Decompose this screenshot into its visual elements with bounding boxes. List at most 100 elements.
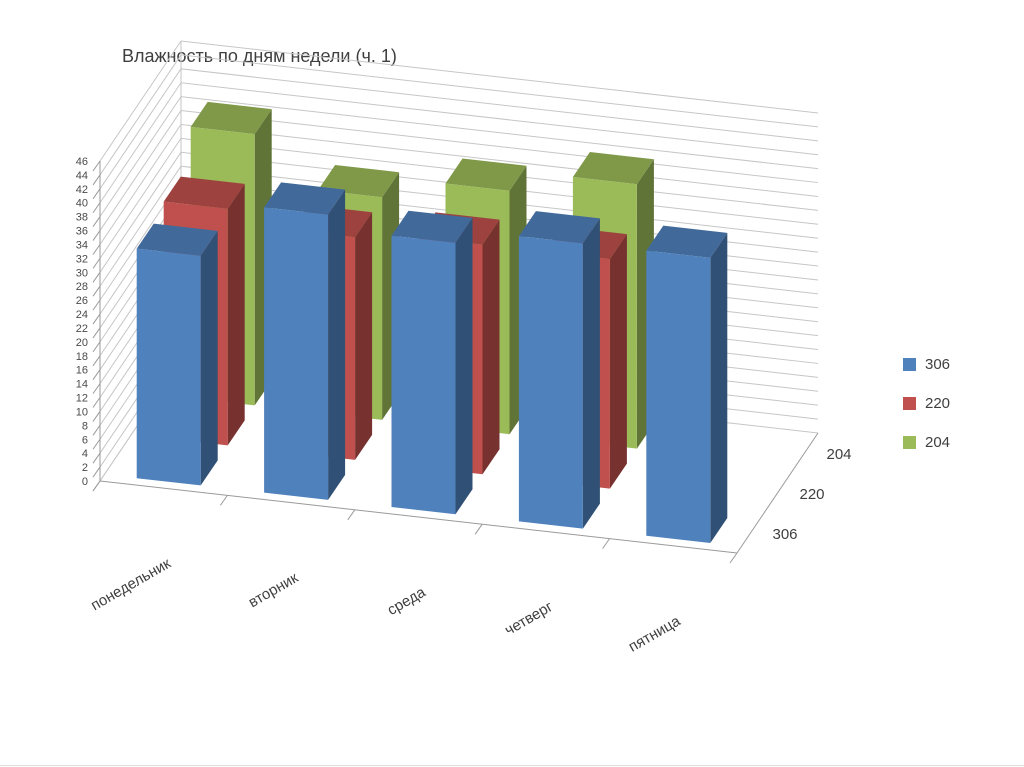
value-axis-label: 22 — [76, 323, 88, 335]
chart-title: Влажность по дням недели (ч. 1) — [122, 46, 397, 66]
value-axis-tick — [92, 299, 101, 311]
value-axis-tick — [92, 383, 101, 394]
bar-top-face — [518, 211, 600, 244]
legend-swatch — [903, 358, 916, 371]
legend-label: 204 — [925, 434, 951, 451]
legend-label: 220 — [925, 395, 951, 412]
category-axis-tick — [602, 538, 611, 549]
legend-label: 306 — [925, 356, 951, 373]
value-axis-label: 40 — [76, 198, 88, 210]
value-axis-label: 10 — [76, 406, 88, 418]
value-axis-tick — [92, 272, 101, 283]
value-axis-label: 42 — [76, 184, 88, 196]
category-label: пятница — [626, 612, 684, 655]
bar-front-face — [136, 248, 201, 486]
bar-front-face — [518, 236, 583, 529]
value-axis-tick — [92, 341, 101, 353]
chart-legend: 306 220 204 — [903, 356, 950, 451]
value-axis-label: 46 — [76, 156, 88, 168]
depth-axis-label: 306 — [773, 526, 798, 543]
value-axis-tick — [92, 438, 101, 450]
legend-swatch — [903, 436, 916, 449]
value-axis-label: 6 — [82, 434, 88, 446]
category-axis-tick — [219, 495, 228, 506]
value-axis-tick — [92, 230, 101, 241]
value-axis-label: 34 — [76, 239, 88, 251]
category-label: среда — [385, 583, 430, 619]
bar-side-face — [455, 217, 473, 515]
category-axis-tick — [347, 509, 356, 521]
value-axis-label: 12 — [76, 393, 88, 405]
bar-side-face — [582, 218, 600, 529]
bar-top-face — [264, 182, 346, 215]
value-axis-label: 44 — [76, 170, 88, 182]
value-axis-tick — [92, 188, 101, 200]
bar-side-face — [200, 230, 218, 486]
bar-top-face — [572, 152, 654, 185]
bar-top-face — [190, 101, 272, 135]
value-axis-label: 24 — [76, 309, 88, 321]
bar-top-face — [391, 210, 473, 243]
bar-side-face — [355, 212, 373, 460]
bar-side-face — [710, 232, 728, 544]
legend-item-220: 220 — [903, 395, 950, 412]
category-axis-tick — [474, 523, 483, 535]
value-axis-tick — [92, 258, 101, 269]
slide-bottom-border — [0, 765, 1024, 766]
category-axis-line — [99, 480, 738, 554]
value-axis-label: 14 — [76, 379, 88, 391]
value-axis-tick — [92, 216, 101, 227]
legend-swatch — [903, 397, 916, 410]
depth-axis-label: 204 — [827, 446, 852, 463]
value-axis-tick — [92, 313, 101, 325]
value-axis-tick — [92, 452, 101, 464]
bar-top-face — [163, 176, 245, 209]
bar-side-face — [227, 183, 245, 446]
value-axis-tick — [92, 397, 101, 408]
bar-front-face — [646, 250, 711, 544]
value-axis-tick — [92, 425, 101, 436]
value-axis-label: 28 — [76, 281, 88, 293]
bar-306-вторник — [264, 182, 346, 500]
value-axis-tick — [92, 327, 101, 339]
category-axis-tick — [729, 552, 738, 564]
bar-front-face — [391, 235, 456, 515]
value-axis-tick — [92, 466, 101, 478]
value-axis-tick — [92, 202, 101, 214]
value-axis-tick — [92, 355, 101, 367]
value-axis-tick — [92, 174, 101, 186]
bar-side-face — [328, 189, 346, 500]
legend-item-204: 204 — [903, 434, 950, 451]
value-axis-label: 26 — [76, 295, 88, 307]
bar-306-понедельник — [136, 223, 218, 486]
value-axis-label: 30 — [76, 267, 88, 279]
value-axis-tick — [92, 369, 101, 380]
value-axis-tick — [92, 411, 101, 422]
value-axis-label: 32 — [76, 253, 88, 265]
value-axis-label: 2 — [82, 462, 88, 474]
value-axis-label: 36 — [76, 226, 88, 238]
value-axis-label: 16 — [76, 365, 88, 377]
value-axis-tick — [92, 244, 101, 255]
category-label: четверг — [502, 598, 556, 639]
value-axis-label: 20 — [76, 337, 88, 349]
value-axis-label: 18 — [76, 351, 88, 363]
category-label: вторник — [246, 569, 302, 611]
value-axis-label: 0 — [82, 476, 88, 488]
value-axis-label: 38 — [76, 212, 88, 224]
bar-top-face — [445, 158, 527, 191]
bar-front-face — [264, 207, 329, 500]
value-axis-label: 4 — [82, 448, 88, 460]
legend-item-306: 306 — [903, 356, 950, 373]
depth-axis-label: 220 — [800, 486, 825, 503]
depth-axis-line — [736, 432, 819, 554]
bar-306-среда — [391, 210, 473, 515]
bar-top-face — [136, 223, 218, 256]
bar-306-пятница — [646, 225, 728, 544]
bar-side-face — [482, 219, 500, 475]
bar-side-face — [609, 234, 627, 489]
bar-306-четверг — [518, 211, 600, 529]
value-axis-tick — [92, 160, 101, 172]
category-label: понедельник — [88, 555, 174, 615]
